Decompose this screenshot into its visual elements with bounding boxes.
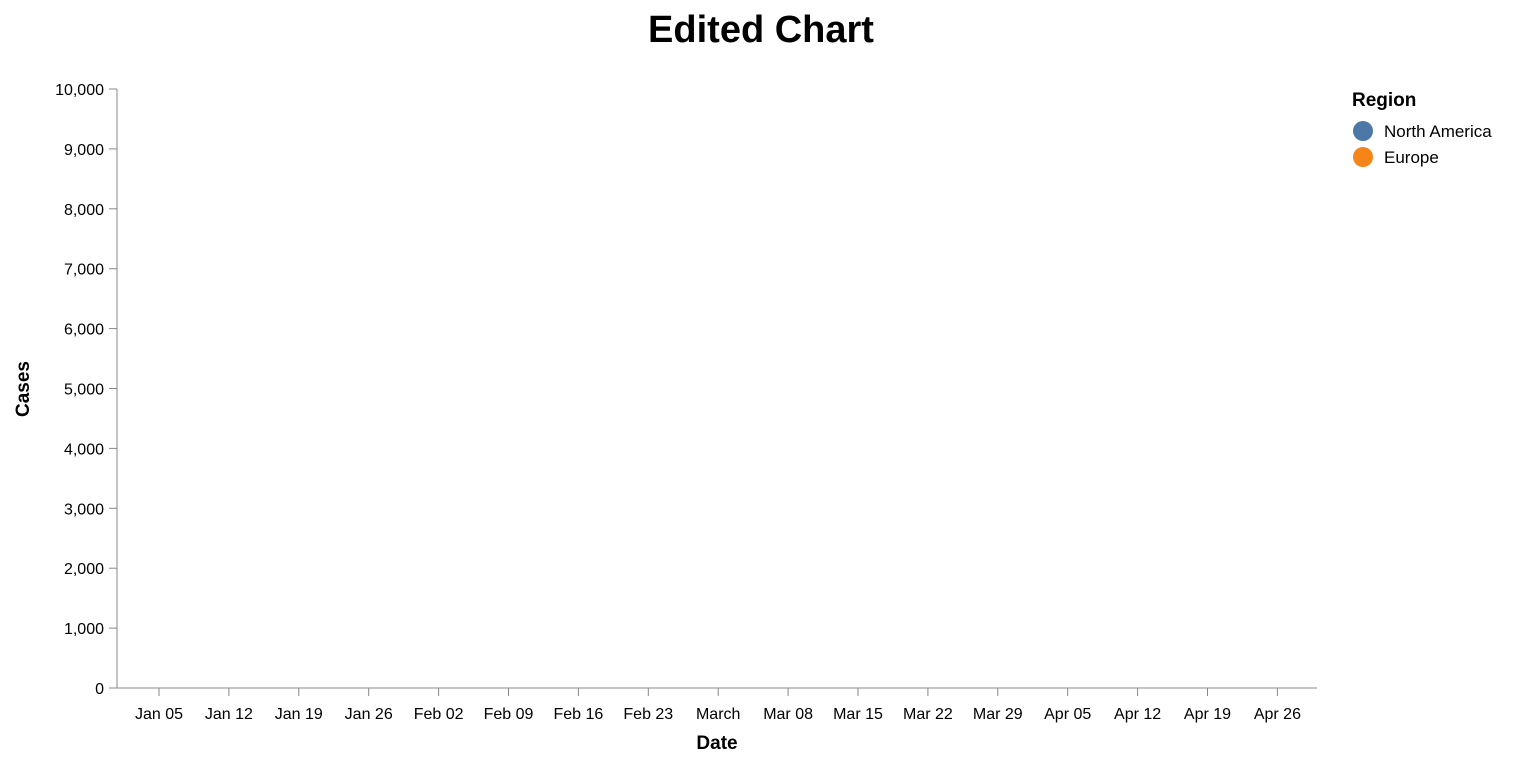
x-tick-label: Jan 12 [205,706,253,723]
x-tick-label: Feb 02 [414,706,464,723]
x-tick-label: Feb 09 [484,706,534,723]
y-tick-label: 5,000 [64,382,104,399]
x-axis: Jan 05 Jan 12 Jan 19 Jan 26 Feb 02 Feb 09 Feb … [117,687,1317,723]
y-tick-label: 9,000 [64,142,104,159]
y-tick-label: 7,000 [64,262,104,279]
y-tick-label: 1,000 [64,621,104,638]
y-tick-label: 6,000 [64,322,104,339]
legend: Region North America Europe [1352,90,1492,167]
legend-swatch [1353,147,1373,167]
legend-label: North America [1384,122,1492,141]
x-tick-label: Jan 19 [275,706,323,723]
y-tick-label: 4,000 [64,441,104,458]
y-axis-label: Cases [13,361,34,417]
y-axis: 0 1,000 2,000 3,000 4,000 5,000 6,000 7,000 8,00… [55,82,118,698]
legend-items: North America Europe [1353,121,1492,167]
legend-label: Europe [1384,148,1439,167]
y-tick-label: 10,000 [55,82,104,99]
x-tick-label: Mar 22 [903,706,953,723]
x-tick-label: Jan 26 [345,706,393,723]
x-tick-label: Feb 16 [553,706,603,723]
legend-title: Region [1352,90,1416,111]
x-axis-label: Date [696,733,737,754]
x-tick-label: March [696,706,740,723]
x-tick-label: Mar 08 [763,706,813,723]
y-tick-label: 0 [95,681,104,698]
y-tick-label: 2,000 [64,561,104,578]
x-tick-label: Feb 23 [623,706,673,723]
x-tick-label: Jan 05 [135,706,183,723]
legend-swatch [1353,121,1373,141]
x-tick-label: Apr 26 [1254,706,1301,723]
x-tick-label: Apr 05 [1044,706,1091,723]
chart-title: Edited Chart [648,9,874,51]
x-tick-label: Apr 12 [1114,706,1161,723]
x-tick-label: Mar 29 [973,706,1023,723]
x-tick-label: Mar 15 [833,706,883,723]
y-tick-label: 8,000 [64,202,104,219]
x-tick-label: Apr 19 [1184,706,1231,723]
y-tick-label: 3,000 [64,501,104,518]
